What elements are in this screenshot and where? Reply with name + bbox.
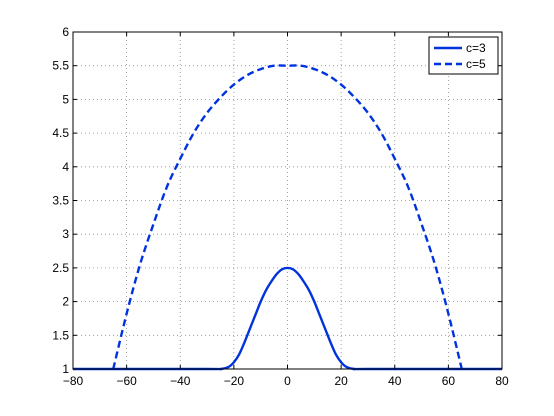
- x-tick-label: −60: [116, 374, 137, 388]
- y-tick-label: 2.5: [52, 261, 69, 275]
- y-tick-label: 1: [62, 362, 69, 376]
- legend-label: c=5: [466, 57, 486, 71]
- y-axis-tick-labels: 1 1.5 2 2.5 3 3.5 4 4.5 5 5.5 6: [52, 25, 69, 376]
- legend-box: [428, 36, 499, 75]
- y-tick-label: 2: [62, 295, 69, 309]
- y-tick-label: 3.5: [52, 194, 69, 208]
- x-tick-label: −80: [63, 374, 84, 388]
- series-line-c-5: [112, 64, 463, 370]
- y-tick-label: 5.5: [52, 59, 69, 73]
- y-tick-label: 5: [62, 92, 69, 106]
- y-tick-label: 4: [62, 160, 69, 174]
- axis-ticks: [72, 31, 503, 370]
- x-tick-label: 0: [284, 374, 291, 388]
- y-tick-label: 3: [62, 227, 69, 241]
- x-axis-tick-labels: −80 −60 −40 −20 0 20 40 60 80: [63, 374, 509, 388]
- series-line-c-3: [73, 266, 502, 371]
- y-tick-label: 4.5: [52, 126, 69, 140]
- y-tick-label: 6: [62, 25, 69, 39]
- x-tick-label: 20: [334, 374, 348, 388]
- x-tick-label: 60: [442, 374, 456, 388]
- x-tick-label: 40: [388, 374, 402, 388]
- legend-label: c=3: [466, 41, 486, 55]
- x-tick-label: 80: [495, 374, 509, 388]
- series-layer: [73, 64, 502, 371]
- x-tick-label: −20: [224, 374, 245, 388]
- legend: c=3c=5: [428, 36, 499, 75]
- x-tick-label: −40: [170, 374, 191, 388]
- y-tick-label: 1.5: [52, 328, 69, 342]
